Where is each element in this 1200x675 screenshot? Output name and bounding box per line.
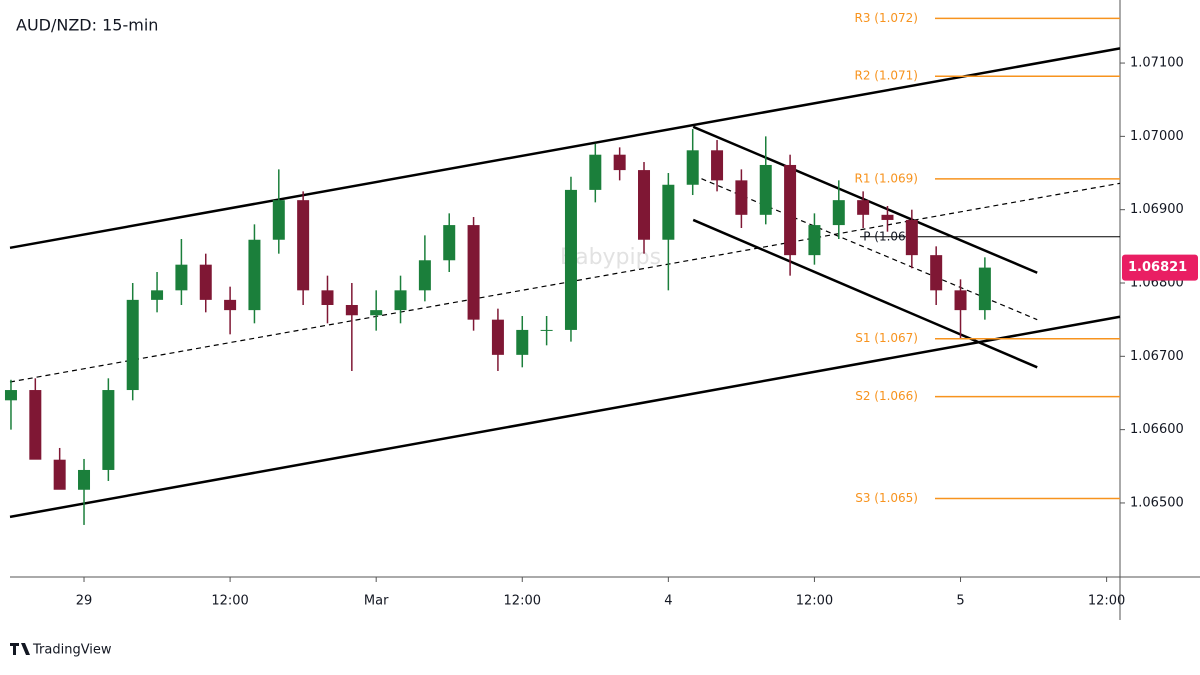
chart-title: AUD/NZD: 15-min [16, 16, 158, 35]
candle-body [443, 225, 456, 261]
brand: TradingView [32, 643, 112, 658]
candle-body [199, 264, 212, 300]
x-tick-label: 12:00 [504, 594, 541, 609]
candle-body [930, 255, 943, 291]
candle-body [759, 164, 772, 215]
y-tick-label: 1.06700 [1130, 349, 1184, 364]
candle-body [589, 154, 602, 190]
trend-line [9, 182, 1121, 383]
x-tick-label: 29 [76, 594, 93, 609]
trend-line [692, 125, 1038, 274]
pivot-label: S3 (1.065) [855, 491, 918, 505]
candle-body [978, 267, 991, 311]
pivot-label: R1 (1.069) [854, 171, 918, 185]
last-price-label: 1.06821 [1128, 260, 1187, 275]
x-tick-label: 12:00 [211, 594, 248, 609]
candle-body [686, 150, 699, 185]
trend-line [692, 218, 1038, 369]
candle-body [638, 170, 651, 240]
candle-body [78, 469, 91, 490]
candle-body [394, 290, 407, 311]
y-tick-label: 1.07100 [1130, 56, 1184, 71]
candle-body [711, 150, 724, 181]
pivot-label: R2 (1.071) [854, 69, 918, 83]
candle-body [905, 219, 918, 256]
candle-body [370, 310, 383, 316]
candle-body [224, 299, 237, 311]
candle-body [272, 200, 285, 240]
x-tick-label: 12:00 [796, 594, 833, 609]
y-tick-label: 1.06900 [1130, 202, 1184, 217]
candle-body [735, 180, 748, 215]
candle-body [248, 239, 261, 311]
candle-body [151, 290, 164, 300]
candle-body [4, 390, 17, 401]
candle-body [857, 200, 870, 215]
y-tick-label: 1.07000 [1130, 129, 1184, 144]
candle-body [126, 299, 139, 391]
candle-body [662, 184, 675, 240]
pivot-label: R3 (1.072) [854, 11, 918, 25]
candle-body [102, 390, 115, 470]
candle-body [175, 264, 188, 291]
pivot-label: S2 (1.066) [855, 389, 918, 403]
candle-body [53, 459, 66, 490]
pivot-label: S1 (1.067) [855, 331, 918, 345]
candle-body [491, 319, 504, 355]
y-tick-label: 1.06500 [1130, 495, 1184, 510]
candle-body [881, 214, 894, 220]
last-price-tag [1122, 254, 1198, 281]
candle-body [29, 390, 42, 460]
candle-body [516, 329, 529, 355]
x-tick-label: Mar [364, 594, 389, 609]
candle-body [418, 260, 431, 291]
logo [10, 643, 30, 655]
candle-body [808, 225, 821, 256]
pivot-label: P (1.069) [863, 229, 918, 243]
trend-line [9, 47, 1121, 250]
trend-line [9, 315, 1121, 519]
x-tick-label: 12:00 [1088, 594, 1125, 609]
candle-body [540, 329, 553, 331]
x-tick-label: 5 [956, 594, 964, 609]
candle-body [345, 304, 358, 316]
candle-body [321, 290, 334, 305]
candle-body [784, 164, 797, 256]
x-tick-label: 4 [664, 594, 672, 609]
candle-body [297, 200, 310, 291]
candle-body [564, 189, 577, 330]
y-tick-label: 1.06600 [1130, 422, 1184, 437]
candle-body [467, 225, 480, 320]
candle-body [832, 200, 845, 226]
candle-body [954, 290, 967, 311]
candle-body [613, 154, 626, 171]
